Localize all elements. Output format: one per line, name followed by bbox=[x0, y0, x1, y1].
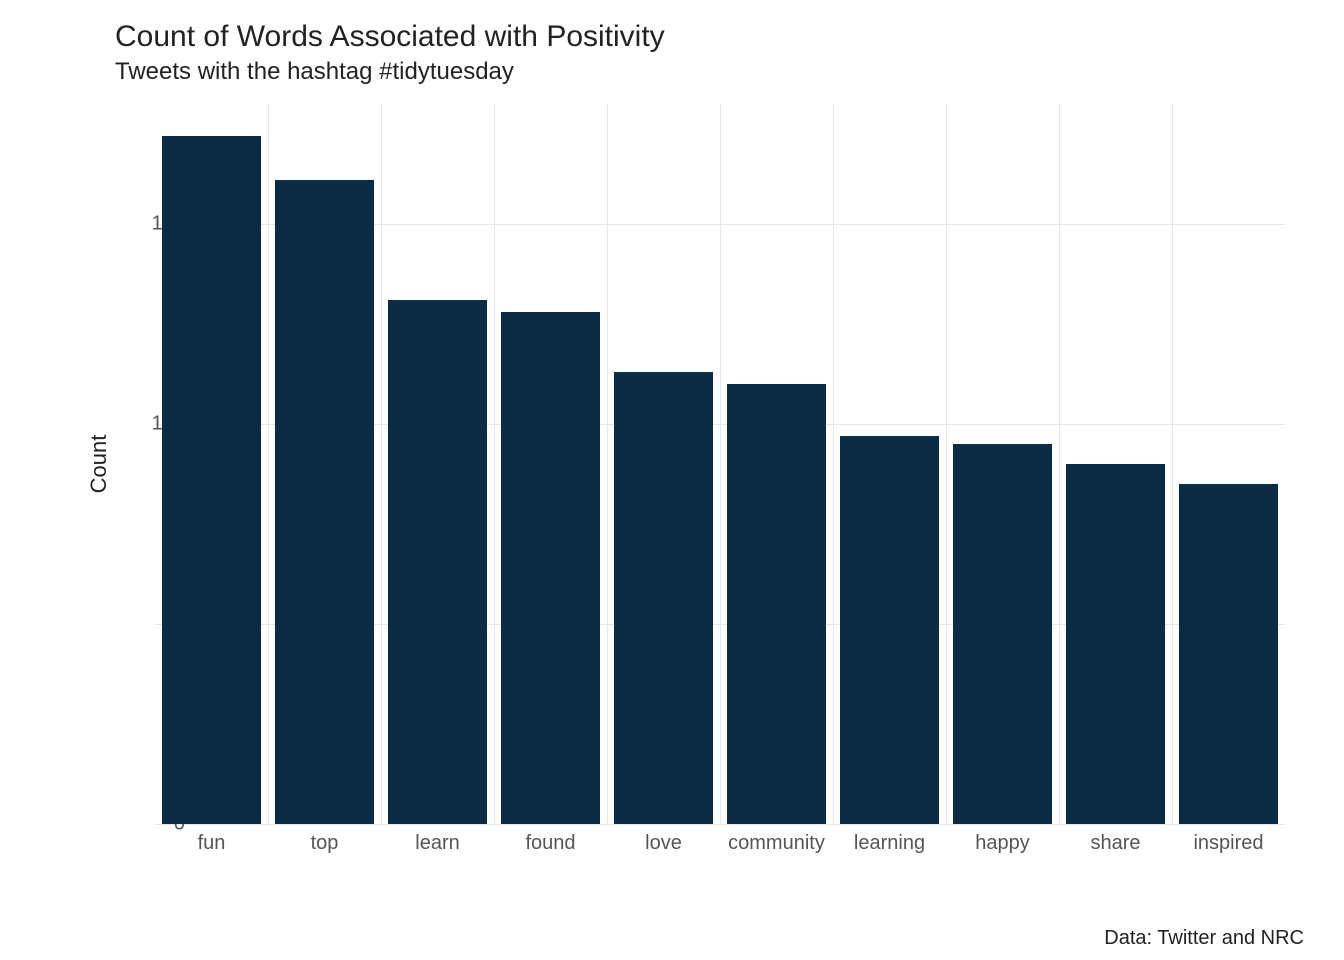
grid-line-vertical bbox=[1059, 104, 1060, 824]
x-tick-label: happy bbox=[975, 824, 1030, 855]
y-axis-title: Count bbox=[86, 435, 112, 494]
x-tick-label: top bbox=[311, 824, 339, 855]
bar bbox=[388, 300, 486, 824]
grid-line-vertical bbox=[946, 104, 947, 824]
bar bbox=[501, 312, 599, 824]
x-tick-label: found bbox=[525, 824, 575, 855]
bar bbox=[1179, 484, 1277, 824]
chart-subtitle: Tweets with the hashtag #tidytuesday bbox=[115, 58, 1304, 86]
grid-line-vertical bbox=[494, 104, 495, 824]
chart-caption: Data: Twitter and NRC bbox=[1104, 927, 1304, 950]
plot-region: Count 050100150funtoplearnfoundlovecommu… bbox=[115, 104, 1285, 864]
bar bbox=[840, 436, 938, 824]
plot-area: Count 050100150funtoplearnfoundlovecommu… bbox=[155, 104, 1285, 824]
bar bbox=[162, 136, 260, 824]
bar bbox=[727, 384, 825, 824]
grid-line-vertical bbox=[268, 104, 269, 824]
x-tick-label: love bbox=[645, 824, 682, 855]
x-tick-label: learn bbox=[415, 824, 459, 855]
x-tick-label: inspired bbox=[1193, 824, 1263, 855]
x-tick-label: share bbox=[1090, 824, 1140, 855]
grid-line-vertical bbox=[720, 104, 721, 824]
x-tick-label: fun bbox=[198, 824, 226, 855]
chart-title: Count of Words Associated with Positivit… bbox=[115, 20, 1304, 54]
bar bbox=[1066, 464, 1164, 824]
x-tick-label: learning bbox=[854, 824, 925, 855]
chart-container: Count of Words Associated with Positivit… bbox=[0, 0, 1344, 960]
grid-line-vertical bbox=[1172, 104, 1173, 824]
x-tick-label: community bbox=[728, 824, 825, 855]
bar bbox=[614, 372, 712, 824]
bar bbox=[275, 180, 373, 824]
bar bbox=[953, 444, 1051, 824]
grid-line-vertical bbox=[607, 104, 608, 824]
grid-line-vertical bbox=[381, 104, 382, 824]
grid-line-vertical bbox=[833, 104, 834, 824]
